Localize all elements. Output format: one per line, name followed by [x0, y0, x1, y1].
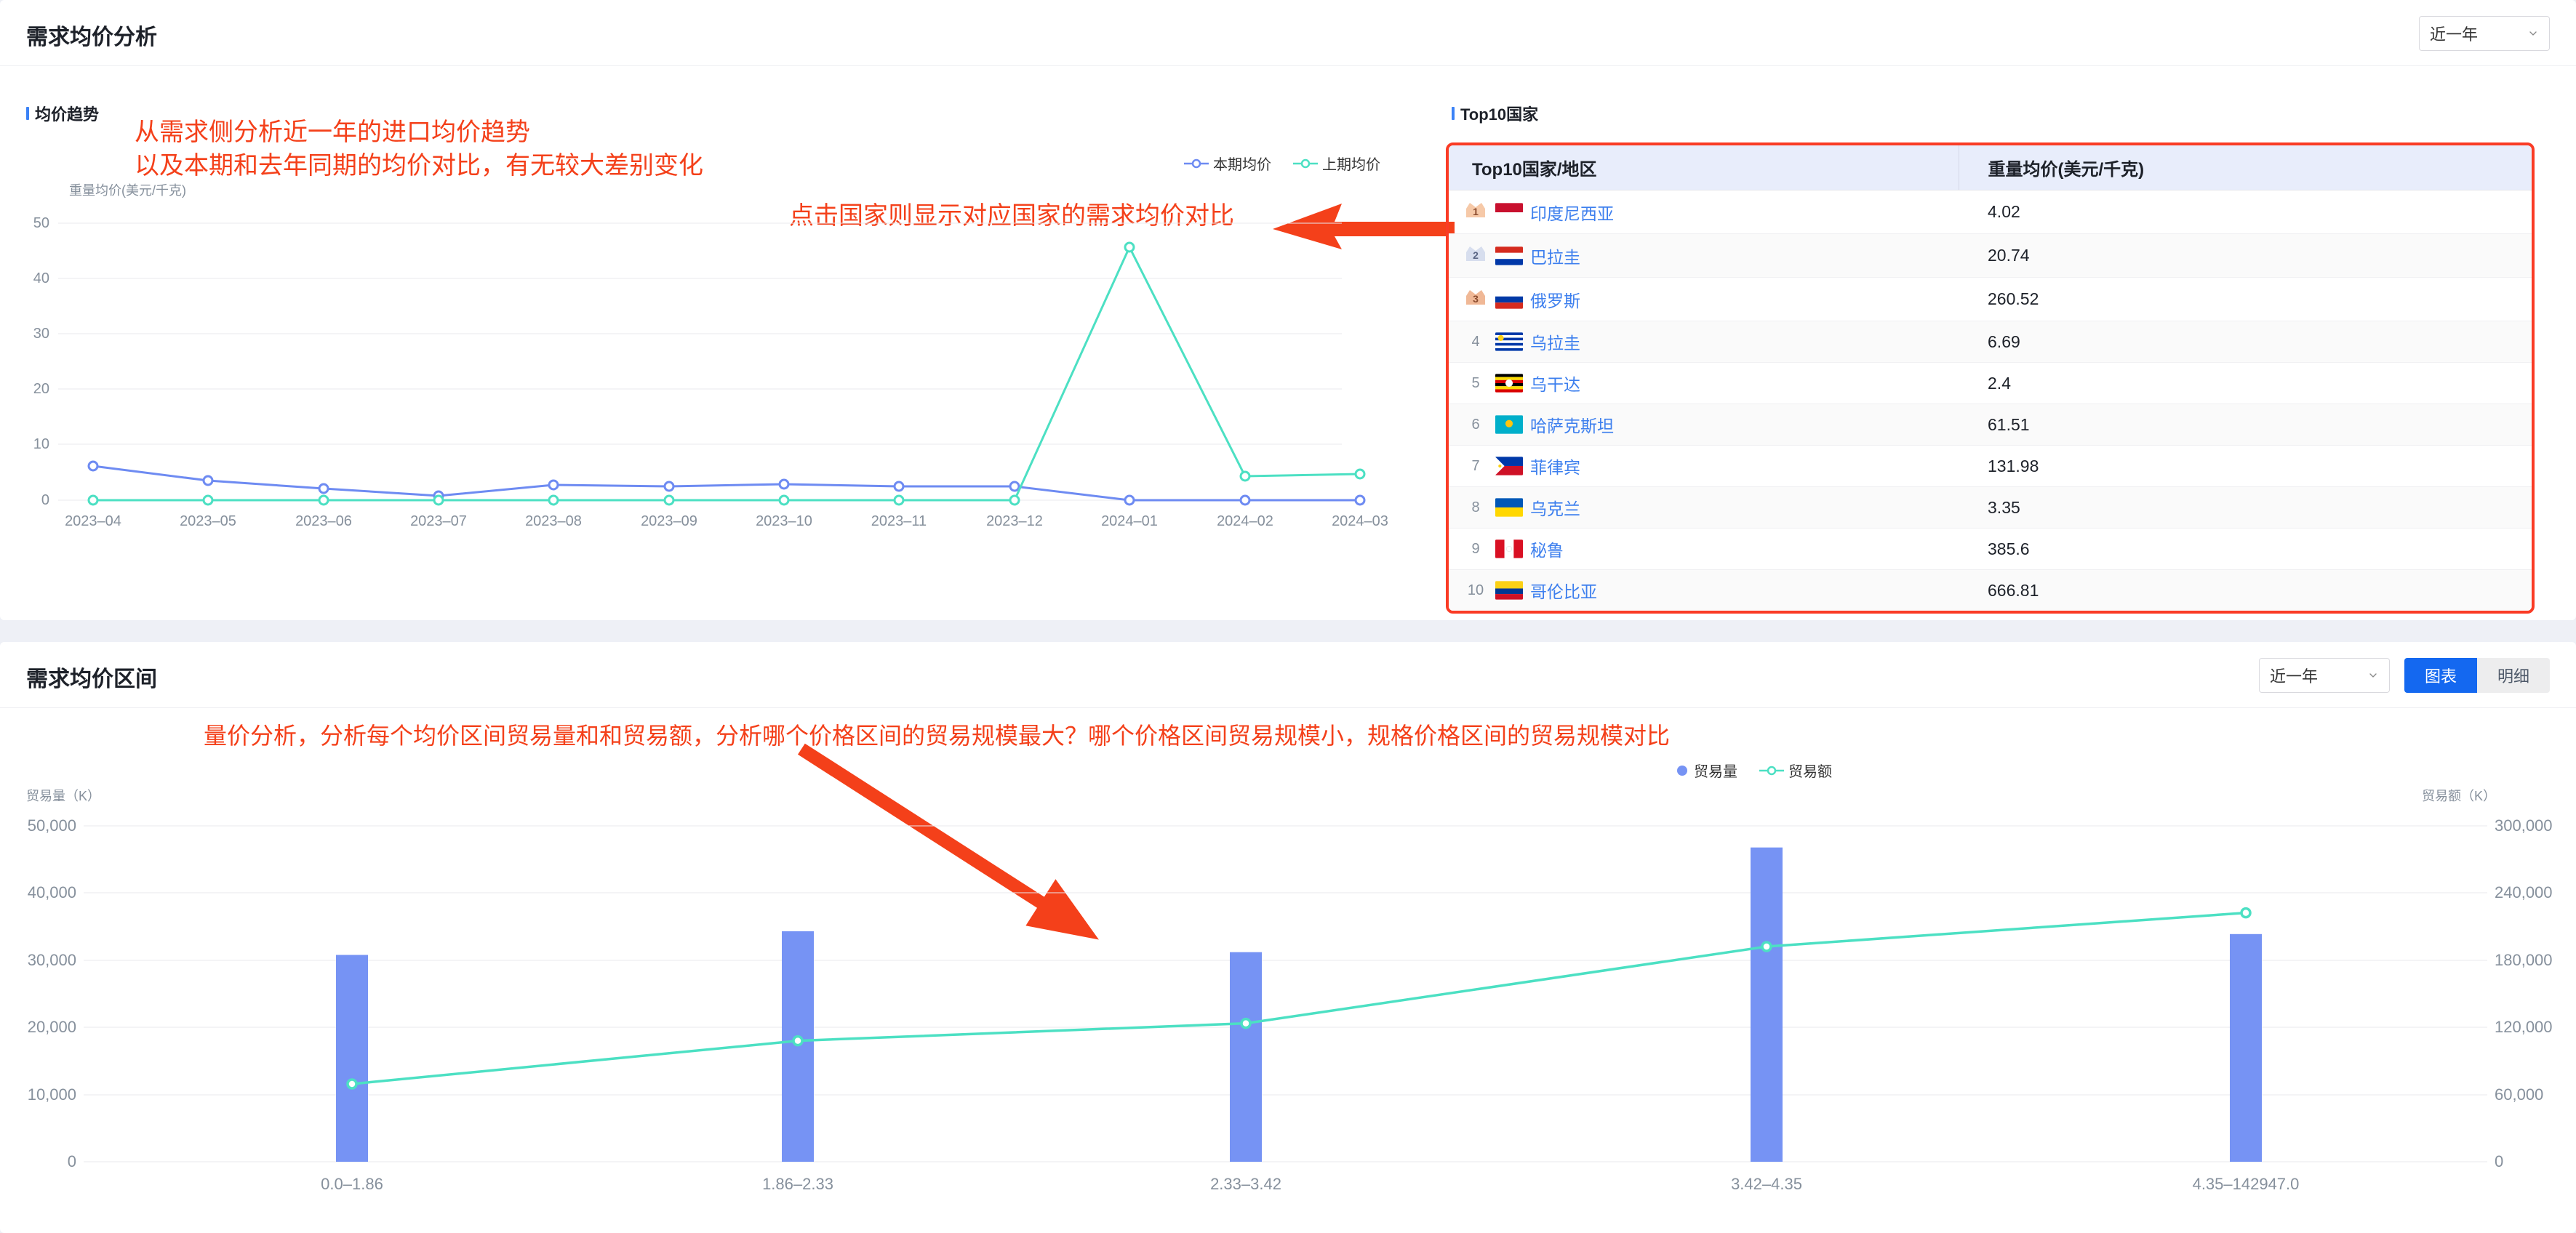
svg-text:2023–07: 2023–07 [410, 513, 467, 529]
svg-text:1.86–2.33: 1.86–2.33 [762, 1175, 833, 1193]
svg-text:30,000: 30,000 [28, 951, 76, 969]
svg-text:2023–10: 2023–10 [756, 513, 812, 529]
svg-text:240,000: 240,000 [2495, 883, 2553, 901]
svg-text:2023–12: 2023–12 [986, 513, 1043, 529]
svg-text:120,000: 120,000 [2495, 1018, 2553, 1036]
svg-text:20,000: 20,000 [28, 1018, 76, 1036]
svg-text:2023–09: 2023–09 [641, 513, 697, 529]
svg-text:0: 0 [2495, 1152, 2503, 1170]
svg-text:300,000: 300,000 [2495, 816, 2553, 835]
svg-text:50,000: 50,000 [28, 816, 76, 835]
svg-text:2023–11: 2023–11 [871, 513, 927, 529]
svg-text:2024–02: 2024–02 [1217, 513, 1273, 529]
svg-text:2024–01: 2024–01 [1101, 513, 1158, 529]
svg-text:2.33–3.42: 2.33–3.42 [1210, 1175, 1281, 1193]
svg-text:2023–08: 2023–08 [525, 513, 582, 529]
svg-text:0: 0 [68, 1152, 76, 1170]
svg-text:2024–03: 2024–03 [1332, 513, 1388, 529]
svg-text:40: 40 [33, 270, 49, 286]
svg-text:50: 50 [33, 215, 49, 231]
svg-text:2023–05: 2023–05 [180, 513, 236, 529]
svg-text:3.42–4.35: 3.42–4.35 [1731, 1175, 1802, 1193]
svg-text:2: 2 [1473, 249, 1479, 261]
svg-text:2023–06: 2023–06 [295, 513, 352, 529]
svg-text:0.0–1.86: 0.0–1.86 [321, 1175, 383, 1193]
svg-text:180,000: 180,000 [2495, 951, 2553, 969]
svg-text:10,000: 10,000 [28, 1085, 76, 1104]
svg-text:1: 1 [1473, 206, 1479, 217]
svg-text:3: 3 [1473, 293, 1479, 305]
svg-text:20: 20 [33, 381, 49, 397]
svg-text:40,000: 40,000 [28, 883, 76, 901]
svg-text:60,000: 60,000 [2495, 1085, 2543, 1104]
svg-text:4.35–142947.0: 4.35–142947.0 [2193, 1175, 2300, 1193]
svg-text:10: 10 [33, 436, 49, 452]
svg-text:30: 30 [33, 326, 49, 342]
svg-text:2023–04: 2023–04 [65, 513, 121, 529]
svg-text:0: 0 [41, 492, 49, 508]
